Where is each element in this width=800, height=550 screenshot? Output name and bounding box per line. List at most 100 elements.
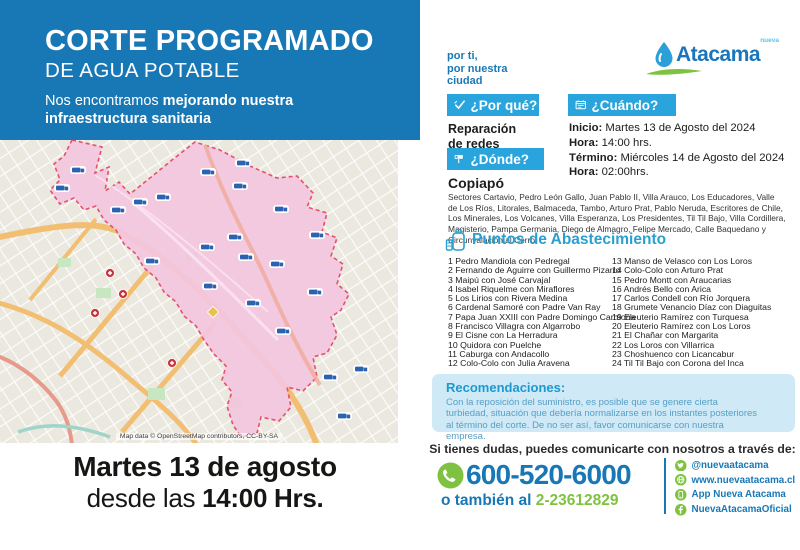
schedule-line: Término: Miércoles 14 de Agosto del 2024 xyxy=(569,151,784,166)
channel-label: NuevaAtacamaOficial xyxy=(691,504,792,516)
slogan-line: ciudad xyxy=(447,75,483,87)
list-item: 11 Caburga con Andacollo xyxy=(448,348,550,359)
schedule-line: Hora: 02:00hrs. xyxy=(569,165,784,180)
twitter-icon xyxy=(675,459,687,472)
channel-facebook: NuevaAtacamaOficial xyxy=(675,502,795,517)
schedule-value: 02:00hrs. xyxy=(598,166,649,179)
map-graphic xyxy=(0,140,398,443)
supply-points-list-left: 1 Pedro Mandiola con Pedregal 2 Fernando … xyxy=(448,256,636,369)
header-tagline: Nos encontramos mejorando nuestra infrae… xyxy=(45,92,367,128)
schedule-label: Hora: xyxy=(569,136,599,149)
phone-alt-row: o también al 2-23612829 xyxy=(441,492,619,510)
list-item: 12 Colo-Colo con Julia Aravena xyxy=(448,358,570,369)
channel-label: App Nueva Atacama xyxy=(691,489,786,501)
info-panel: por ti, por nuestra ciudad Atacama nueva… xyxy=(425,0,800,550)
list-item: 5 Los Lirios con Rivera Medina xyxy=(448,293,568,304)
where-badge-label: ¿Dónde? xyxy=(470,151,530,167)
app-icon xyxy=(675,489,687,501)
list-item: 22 Los Loros con Villarrica xyxy=(612,339,715,350)
supply-points-header: Puntos de Abastecimiento xyxy=(445,228,666,252)
facebook-icon xyxy=(675,504,687,516)
list-item: 8 Francisco Villagra con Algarrobo xyxy=(448,321,581,332)
list-item: 23 Choshuenco con Licancabur xyxy=(612,348,735,359)
list-item: 7 Papa Juan XXIII con Padre Domingo Carm… xyxy=(448,311,636,322)
list-item: 14 Colo-Colo con Arturo Prat xyxy=(612,265,724,276)
list-item: 6 Cardenal Samoré con Padre Van Ray xyxy=(448,302,601,313)
list-item: 2 Fernando de Aguirre con Guillermo Piza… xyxy=(448,265,621,276)
phone-main-row: 600-520-6000 xyxy=(437,459,632,491)
channel-website: www.nuevaatacama.cl xyxy=(675,473,795,488)
where-badge: ¿Dónde? xyxy=(447,148,544,170)
recommendations-title: Recomendaciones: xyxy=(446,380,566,395)
affected-zone-polygon xyxy=(48,140,350,438)
nueva-atacama-logo: Atacama nueva xyxy=(646,37,783,82)
phone-icon xyxy=(437,462,464,488)
list-item: 10 Quidora con Puelche xyxy=(448,339,542,350)
slogan-line: por ti, xyxy=(447,50,478,62)
list-item: 13 Manso de Velasco con Los Loros xyxy=(612,256,753,266)
schedule-label: Término: xyxy=(569,151,618,164)
why-line: de redes xyxy=(448,137,500,151)
tagline-regular: Nos encontramos xyxy=(45,93,163,109)
water-drop-icon xyxy=(655,42,673,67)
footer-date-line2: desde las 14:00 Hrs. xyxy=(0,483,410,514)
list-item: 18 Grumete Venancio Díaz con Diaguitas xyxy=(612,302,772,313)
vertical-divider xyxy=(664,458,666,514)
list-item: 1 Pedro Mandiola con Pedregal xyxy=(448,256,570,266)
channel-twitter: @nuevaatacama xyxy=(675,458,795,473)
phone-alt-number: 2-23612829 xyxy=(535,492,619,509)
footer-date-bold: 14:00 Hrs. xyxy=(202,483,324,513)
footer-date-line1: Martes 13 de agosto xyxy=(73,451,337,482)
list-item: 24 Til Til Bajo con Corona del Inca xyxy=(612,358,744,369)
map-attribution: Map data © OpenStreetMap contributors, C… xyxy=(115,433,283,440)
calendar-icon xyxy=(575,100,586,110)
list-item: 19 Eleuterio Ramírez con Turquesa xyxy=(612,311,749,322)
channel-label: www.nuevaatacama.cl xyxy=(691,474,796,486)
list-item: 17 Carlos Condell con Río Jorquera xyxy=(612,293,751,304)
why-line: Reparación xyxy=(448,122,517,136)
header-banner: CORTE PROGRAMADO DE AGUA POTABLE Nos enc… xyxy=(0,0,420,140)
tagline-bold: mejorando nuestra infraestructura sanita… xyxy=(45,93,294,127)
list-item: 4 Isabel Riquelme con Miraflores xyxy=(448,283,575,294)
affected-sectors-text: Sectores Cartavio, Pedro León Gallo, Jua… xyxy=(448,192,786,245)
green-swoosh xyxy=(646,69,702,75)
list-item: 15 Pedro Montt con Araucarias xyxy=(612,274,732,285)
why-text: Reparación de redes xyxy=(448,122,516,152)
slogan-line: por nuestra xyxy=(447,62,508,75)
channel-app: App Nueva Atacama xyxy=(675,488,795,503)
recommendations-body: Con la reposición del suministro, es pos… xyxy=(446,397,758,443)
footer-date-regular: desde las xyxy=(86,483,203,513)
schedule-label: Hora: xyxy=(569,166,599,179)
list-item: 20 Eleuterio Ramírez con Los Loros xyxy=(612,321,751,332)
schedule-value: Miércoles 14 de Agosto del 2024 xyxy=(617,151,785,164)
when-badge-label: ¿Cuándo? xyxy=(591,97,659,113)
schedule-value: Martes 13 de Agosto del 2024 xyxy=(602,122,756,134)
channel-label: @nuevaatacama xyxy=(691,459,769,471)
logo-wordmark: Atacama xyxy=(676,43,761,66)
why-badge: ¿Por qué? xyxy=(447,94,539,116)
logo-nueva-label: nueva xyxy=(760,37,779,44)
list-item: 16 Andrés Bello con Arica xyxy=(612,283,712,294)
schedule-line: Hora: 14:00 hrs. xyxy=(569,136,784,151)
brand-slogan: por ti, por nuestra ciudad xyxy=(447,50,508,88)
street-sign-icon xyxy=(454,155,463,164)
supply-points-title: Puntos de Abastecimiento xyxy=(472,231,667,248)
supply-points-list-right: 13 Manso de Velasco con Los Loros 14 Colo… xyxy=(612,256,797,369)
when-badge: ¿Cuándo? xyxy=(568,94,676,116)
list-item: 21 El Chañar con Margarita xyxy=(612,330,719,341)
globe-icon xyxy=(675,474,687,486)
schedule-label: Inicio: xyxy=(569,122,603,134)
page-title: CORTE PROGRAMADO xyxy=(45,25,374,57)
recommendations-box: Recomendaciones: Con la reposición del s… xyxy=(432,374,795,442)
phone-number: 600-520-6000 xyxy=(466,459,632,490)
contact-prompt: Si tienes dudas, puedes comunicarte con … xyxy=(429,442,796,456)
city-name: Copiapó xyxy=(448,175,504,191)
schedule-details: Inicio: Martes 13 de Agosto del 2024 Hor… xyxy=(569,121,784,180)
city-map: Map data © OpenStreetMap contributors, C… xyxy=(0,140,398,443)
phone-alt-prefix: o también al xyxy=(441,492,536,509)
footer-date: Martes 13 de agosto desde las 14:00 Hrs. xyxy=(0,451,410,514)
schedule-value: 14:00 hrs. xyxy=(598,136,652,149)
schedule-line: Inicio: Martes 13 de Agosto del 2024 xyxy=(569,121,784,136)
water-jug-icon xyxy=(445,228,465,251)
contact-channels: @nuevaatacama www.nuevaatacama.cl App Nu… xyxy=(675,458,795,517)
